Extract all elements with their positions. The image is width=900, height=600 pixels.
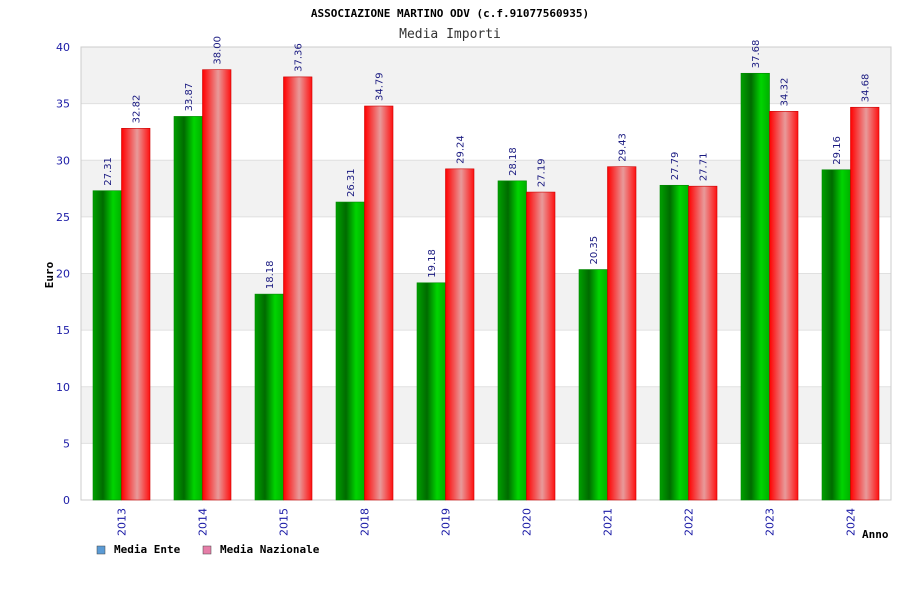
data-label: 34.32: [780, 78, 791, 107]
x-axis-ticks: 2013 2014 2015 2018 2019 2020 2021 2022 2023 2024: [116, 508, 858, 536]
x-tick-label: 2024: [845, 508, 858, 536]
x-tick-label: 2019: [440, 508, 453, 536]
data-label: 27.71: [699, 153, 710, 182]
data-label: 27.19: [537, 158, 548, 187]
bar-media-nazionale: [769, 111, 799, 501]
plot-border: [80, 46, 892, 501]
data-label: 27.31: [103, 157, 114, 186]
data-label: 26.31: [346, 168, 357, 197]
data-label: 38.00: [213, 36, 224, 65]
x-tick-label: 2018: [359, 508, 372, 536]
bar-media-nazionale: [364, 105, 394, 501]
bar-media-ente: [416, 282, 446, 501]
chart-subtitle: Media Importi: [399, 27, 501, 42]
data-label: 37.68: [751, 40, 762, 69]
data-label: 34.79: [375, 72, 386, 101]
x-axis-label: Anno: [862, 528, 889, 541]
data-label: 29.24: [456, 135, 467, 164]
bar-media-nazionale: [202, 69, 232, 501]
bar-media-ente: [497, 180, 527, 501]
chart-title: ASSOCIAZIONE MARTINO ODV (c.f.9107756093…: [311, 7, 589, 20]
bar-media-nazionale: [526, 191, 556, 501]
x-tick-label: 2022: [683, 508, 696, 536]
legend-label-media-nazionale: Media Nazionale: [220, 543, 320, 556]
y-tick-label: 35: [56, 98, 70, 111]
bar-media-ente: [821, 169, 851, 501]
y-axis-ticks: 0 5 10 15 20 25 30 35 40: [56, 41, 70, 507]
legend: Media Ente Media Nazionale: [96, 543, 320, 556]
x-tick-label: 2014: [197, 508, 210, 536]
y-tick-label: 15: [56, 324, 70, 337]
y-axis-label: Euro: [43, 261, 56, 288]
data-label: 34.68: [861, 74, 872, 103]
y-tick-label: 25: [56, 211, 70, 224]
y-tick-label: 10: [56, 381, 70, 394]
data-label: 20.35: [589, 236, 600, 265]
y-tick-label: 5: [63, 437, 70, 450]
y-tick-label: 0: [63, 494, 70, 507]
x-tick-label: 2021: [602, 508, 615, 536]
y-tick-label: 40: [56, 41, 70, 54]
x-tick-label: 2023: [764, 508, 777, 536]
x-tick-label: 2015: [278, 508, 291, 536]
bar-media-ente: [254, 293, 284, 501]
data-label: 18.18: [265, 260, 276, 289]
data-label: 19.18: [427, 249, 438, 278]
bar-media-ente: [173, 116, 203, 501]
bar-media-ente: [740, 72, 770, 501]
data-label: 29.16: [832, 136, 843, 165]
x-tick-label: 2013: [116, 508, 129, 536]
data-labels: 27.31 32.82 33.87 38.00 18.18 37.36 26.31 34.79…: [103, 36, 872, 289]
bar-media-ente: [659, 184, 689, 501]
data-label: 27.79: [670, 152, 681, 181]
data-label: 29.43: [618, 133, 629, 162]
data-label: 28.18: [508, 147, 519, 176]
bar-media-nazionale: [283, 76, 313, 501]
data-label: 33.87: [184, 83, 195, 112]
data-label: 37.36: [294, 43, 305, 72]
legend-label-media-ente: Media Ente: [114, 543, 181, 556]
bars: [92, 69, 880, 501]
bar-media-ente: [92, 190, 122, 501]
data-label: 32.82: [132, 95, 143, 124]
legend-swatch-media-nazionale: [202, 545, 212, 555]
bar-media-nazionale: [607, 166, 637, 501]
y-tick-label: 30: [56, 154, 70, 167]
y-tick-label: 20: [56, 268, 70, 281]
bar-media-ente: [335, 201, 365, 501]
bar-media-nazionale: [121, 128, 151, 501]
bar-media-ente: [578, 269, 608, 501]
bar-media-nazionale: [850, 106, 880, 501]
bar-media-nazionale: [445, 168, 475, 501]
legend-swatch-media-ente: [96, 545, 106, 555]
x-tick-label: 2020: [521, 508, 534, 536]
bar-media-nazionale: [688, 185, 718, 501]
